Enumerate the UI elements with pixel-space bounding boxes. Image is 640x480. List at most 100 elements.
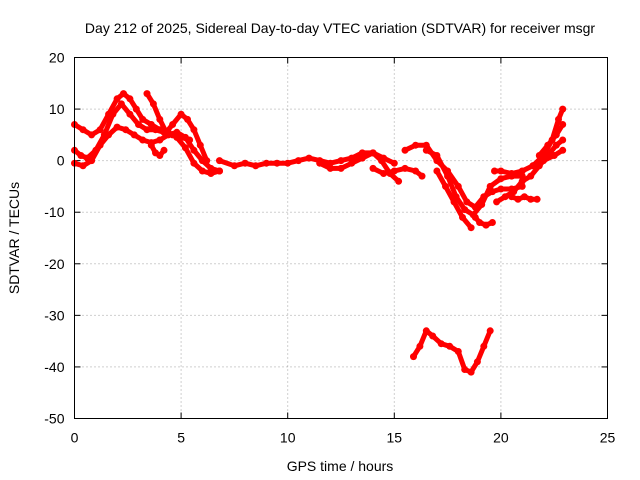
data-point xyxy=(177,110,185,118)
data-point xyxy=(488,219,496,226)
y-tick-label: -20 xyxy=(44,256,64,272)
data-point xyxy=(461,206,469,214)
data-point xyxy=(173,128,181,136)
data-point xyxy=(113,123,121,131)
data-point xyxy=(196,141,204,149)
data-point xyxy=(156,152,164,159)
y-tick-label: 0 xyxy=(57,153,65,169)
data-point xyxy=(122,126,130,134)
axis-ticks: 0 5 10 15 20 25 -50 -40 -30 -20 -10 0 10 20 xyxy=(44,50,615,446)
data-point xyxy=(79,126,87,134)
data-point xyxy=(135,121,142,128)
data-point xyxy=(412,167,420,175)
data-point xyxy=(156,115,164,123)
data-point xyxy=(527,195,535,203)
data-point xyxy=(190,126,198,134)
data-point xyxy=(486,327,494,335)
data-point xyxy=(535,152,543,159)
data-point xyxy=(207,170,215,177)
x-tick-label: 5 xyxy=(177,430,185,446)
data-point xyxy=(139,115,147,123)
data-point xyxy=(410,353,417,361)
data-point xyxy=(476,219,484,226)
data-point xyxy=(143,126,151,134)
data-point xyxy=(518,167,526,175)
data-point xyxy=(467,224,475,232)
data-point xyxy=(497,185,505,193)
y-tick-label: 20 xyxy=(49,50,65,66)
data-point xyxy=(262,159,270,167)
x-tick-label: 0 xyxy=(71,430,79,446)
series-line-trace-q xyxy=(536,122,566,158)
data-point xyxy=(190,159,198,167)
data-point xyxy=(230,162,238,170)
data-point xyxy=(149,100,157,108)
data-point xyxy=(461,366,469,373)
data-point xyxy=(418,172,426,180)
data-point xyxy=(544,141,552,149)
plot-series xyxy=(71,90,567,376)
data-point xyxy=(482,221,490,229)
data-point xyxy=(552,131,560,139)
series-line-trace-d xyxy=(144,91,210,164)
data-point xyxy=(422,146,430,154)
grid-lines xyxy=(74,57,608,419)
data-point xyxy=(508,193,516,201)
data-point xyxy=(105,131,113,139)
data-point xyxy=(433,167,441,175)
x-tick-label: 15 xyxy=(387,430,403,446)
data-point xyxy=(463,198,471,206)
data-point xyxy=(198,167,206,175)
y-tick-label: 10 xyxy=(49,101,65,117)
data-point xyxy=(491,167,498,175)
x-tick-label: 20 xyxy=(493,430,509,446)
data-point xyxy=(147,141,155,149)
data-point xyxy=(88,131,96,139)
data-point xyxy=(337,164,345,172)
data-point xyxy=(422,327,430,335)
data-point xyxy=(555,115,562,123)
data-point xyxy=(533,195,541,203)
data-point xyxy=(395,177,403,185)
data-point xyxy=(501,193,509,201)
data-point xyxy=(518,177,526,185)
data-point xyxy=(358,154,366,162)
x-tick-label: 25 xyxy=(600,430,616,446)
data-point xyxy=(152,126,159,134)
data-point xyxy=(390,167,398,175)
data-point xyxy=(316,159,324,167)
data-point xyxy=(459,213,466,221)
data-point xyxy=(369,149,377,157)
data-point xyxy=(156,136,164,144)
data-point xyxy=(113,95,121,103)
data-point xyxy=(348,159,356,167)
data-point xyxy=(497,175,505,183)
y-tick-label: -40 xyxy=(44,359,64,375)
data-point xyxy=(109,110,117,118)
x-axis-label: GPS time / hours xyxy=(287,458,394,474)
data-point xyxy=(117,100,125,108)
y-tick-label: -30 xyxy=(44,307,64,323)
data-point xyxy=(88,157,96,165)
data-point xyxy=(126,110,134,118)
data-point xyxy=(401,164,409,172)
data-point xyxy=(184,115,191,123)
data-point xyxy=(454,182,462,190)
data-point xyxy=(401,146,409,154)
data-point xyxy=(422,141,430,149)
data-point xyxy=(559,105,567,113)
data-point xyxy=(559,121,567,128)
series-line-trace-r xyxy=(411,328,493,375)
data-point xyxy=(380,170,388,177)
data-point xyxy=(480,342,488,350)
data-point xyxy=(433,152,441,159)
y-tick-label: -50 xyxy=(44,411,64,427)
data-point xyxy=(467,368,475,376)
data-point xyxy=(450,198,458,206)
data-point xyxy=(130,131,138,139)
data-point xyxy=(284,159,292,167)
data-point xyxy=(120,90,127,98)
data-point xyxy=(207,164,215,172)
data-point xyxy=(473,358,481,366)
data-point xyxy=(337,157,345,165)
